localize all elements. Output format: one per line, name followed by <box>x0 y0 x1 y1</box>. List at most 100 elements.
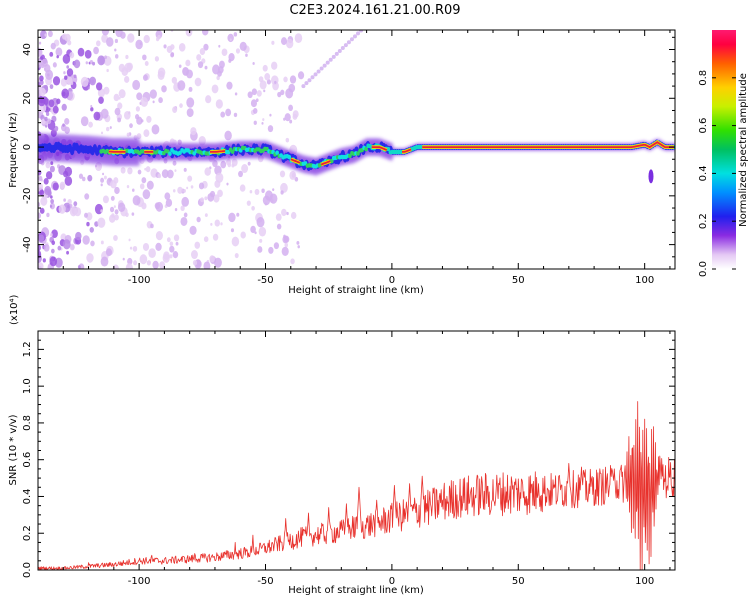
spectrogram-noise-blob <box>101 30 110 36</box>
spectrogram-noise-blob <box>157 70 165 80</box>
spectrogram-noise-blob <box>194 241 201 249</box>
y-tick-label: -20 <box>22 188 33 204</box>
spectrogram-x-ticks: -100 -50 0 50 100 <box>37 30 671 286</box>
spectrogram-noise-blob <box>246 200 251 206</box>
spectrogram-noise-blob <box>80 76 89 87</box>
spectrogram-noise-blob <box>38 262 44 269</box>
spectrogram-noise-blob <box>181 196 190 207</box>
spectrogram-noise-blob <box>97 55 105 66</box>
spectrogram-noise-blob <box>226 182 229 186</box>
spectrogram-noise-blob <box>257 246 263 253</box>
spectrogram-noise-blob <box>124 75 130 83</box>
spectrogram-noise-blob <box>224 130 232 141</box>
spectrogram-noise-blob <box>69 207 78 217</box>
spectrogram-noise-blob <box>151 124 160 135</box>
spectrogram-noise-blob <box>177 186 183 194</box>
spectrogram-trail-blob <box>346 40 351 45</box>
spectrogram-trail-blob <box>334 51 339 56</box>
spectrogram-noise-blob <box>106 37 114 47</box>
spectrogram-noise-blob <box>49 51 54 57</box>
spectrogram-noise-blob <box>69 243 75 251</box>
spectrogram-noise-blob <box>132 79 141 91</box>
spectrogram-noise-blob <box>188 86 193 92</box>
spectrogram-noise-blob <box>87 86 90 90</box>
ridge-peak-inner <box>209 150 226 153</box>
spectrogram-noise-blob <box>73 74 77 79</box>
spectrogram-noise-blob <box>226 158 232 166</box>
spectrogram-noise-blob <box>45 69 54 80</box>
snr-x-axis-label: Height of straight line (km) <box>288 585 424 596</box>
y-tick-label: 1.0 <box>22 378 33 394</box>
spectrogram-noise-blob <box>198 182 205 190</box>
x-tick-label: -50 <box>257 576 273 587</box>
spectrogram-noise-blob <box>271 75 279 86</box>
figure-title: C2E3.2024.161.21.00.R09 <box>289 3 460 18</box>
spectrogram-noise-blob <box>110 195 115 201</box>
spectrogram-noise-blob <box>149 89 157 99</box>
spectrogram-noise-blob <box>144 60 149 66</box>
ridge-peak-inner <box>371 146 388 151</box>
spectrogram-noise-blob <box>132 195 141 206</box>
spectrogram-noise-blob <box>170 52 175 57</box>
spectrogram-noise-blob <box>229 38 232 41</box>
spectrogram-noise-blob <box>51 240 56 246</box>
spectrogram-noise-blob <box>296 240 300 245</box>
spectrogram-noise-blob <box>146 260 151 266</box>
spectrogram-noise-blob <box>70 81 74 86</box>
spectrogram-noise-blob <box>49 232 53 237</box>
spectrogram-noise-blob <box>45 111 50 117</box>
spectrogram-noise-blob <box>117 202 126 213</box>
colorbar-tick-label: 0.2 <box>698 213 709 229</box>
spectrogram-noise-blob <box>66 250 70 255</box>
spectrogram-noise-blob <box>73 201 78 207</box>
spectrogram-noise-blob <box>155 201 164 212</box>
spectrogram-noise-blob <box>109 126 112 129</box>
spectrogram-noise-blob <box>261 188 265 193</box>
spectrogram-noise-blob <box>161 169 169 179</box>
spectrogram-noise-blob <box>106 126 110 132</box>
spectrogram-noise-blob <box>127 33 135 43</box>
spectrogram-noise-blob <box>117 117 122 123</box>
spectrogram-noise-blob <box>163 251 170 260</box>
spectrogram-noise-blob <box>129 123 133 129</box>
ridge-core-blob <box>168 151 172 156</box>
spectrogram-noise-blob <box>82 176 86 182</box>
spectrogram-noise-blob <box>245 53 248 57</box>
spectrogram-noise-blob <box>105 248 112 257</box>
spectrogram-noise-blob <box>152 100 155 104</box>
spectrogram-dip-blob <box>648 169 654 184</box>
spectrogram-noise-blob <box>275 213 282 221</box>
spectrogram-noise-blob <box>120 31 126 39</box>
y-tick-label: -40 <box>22 236 33 252</box>
spectrogram-noise-blob <box>172 106 178 113</box>
spectrogram-noise-blob <box>132 245 138 252</box>
spectrogram-noise-blob <box>253 120 257 125</box>
spectrogram-noise-blob <box>50 42 56 50</box>
y-tick-label: 1.2 <box>22 341 33 357</box>
spectrogram-noise-blob <box>52 76 61 86</box>
spectrogram-noise-blob <box>199 48 206 56</box>
spectrogram-noise-blob <box>45 124 48 128</box>
spectrogram-noise-blob <box>220 111 226 118</box>
y-tick-label: 0.6 <box>22 452 33 468</box>
spectrogram-trail-blob <box>301 84 306 89</box>
spectrogram-y-axis-label: Frequency (Hz) <box>8 112 19 188</box>
spectrogram-noise-blob <box>96 82 103 91</box>
spectrogram-noise-blob <box>146 180 154 190</box>
spectrogram-noise-blob <box>139 42 142 46</box>
spectrogram-noise-blob <box>204 65 208 70</box>
spectrogram-noise-blob <box>136 92 143 101</box>
spectrogram-noise-blob <box>142 189 151 200</box>
spectrogram-noise-blob <box>190 250 198 260</box>
spectrogram-noise-blob <box>64 176 73 186</box>
spectrogram-noise-blob <box>114 209 119 215</box>
x-tick-label: 100 <box>635 576 654 587</box>
snr-scale-label: (x10⁴) <box>9 294 20 325</box>
spectrogram-noise-blob <box>39 75 44 82</box>
spectrogram-noise-blob <box>48 99 55 108</box>
spectrogram-axes-frame <box>37 29 676 270</box>
spectrogram-noise-blob <box>286 211 289 216</box>
spectrogram-noise-blob <box>56 98 61 105</box>
spectrogram-noise-blob <box>46 212 50 218</box>
y-tick-label: 0.2 <box>22 525 33 541</box>
